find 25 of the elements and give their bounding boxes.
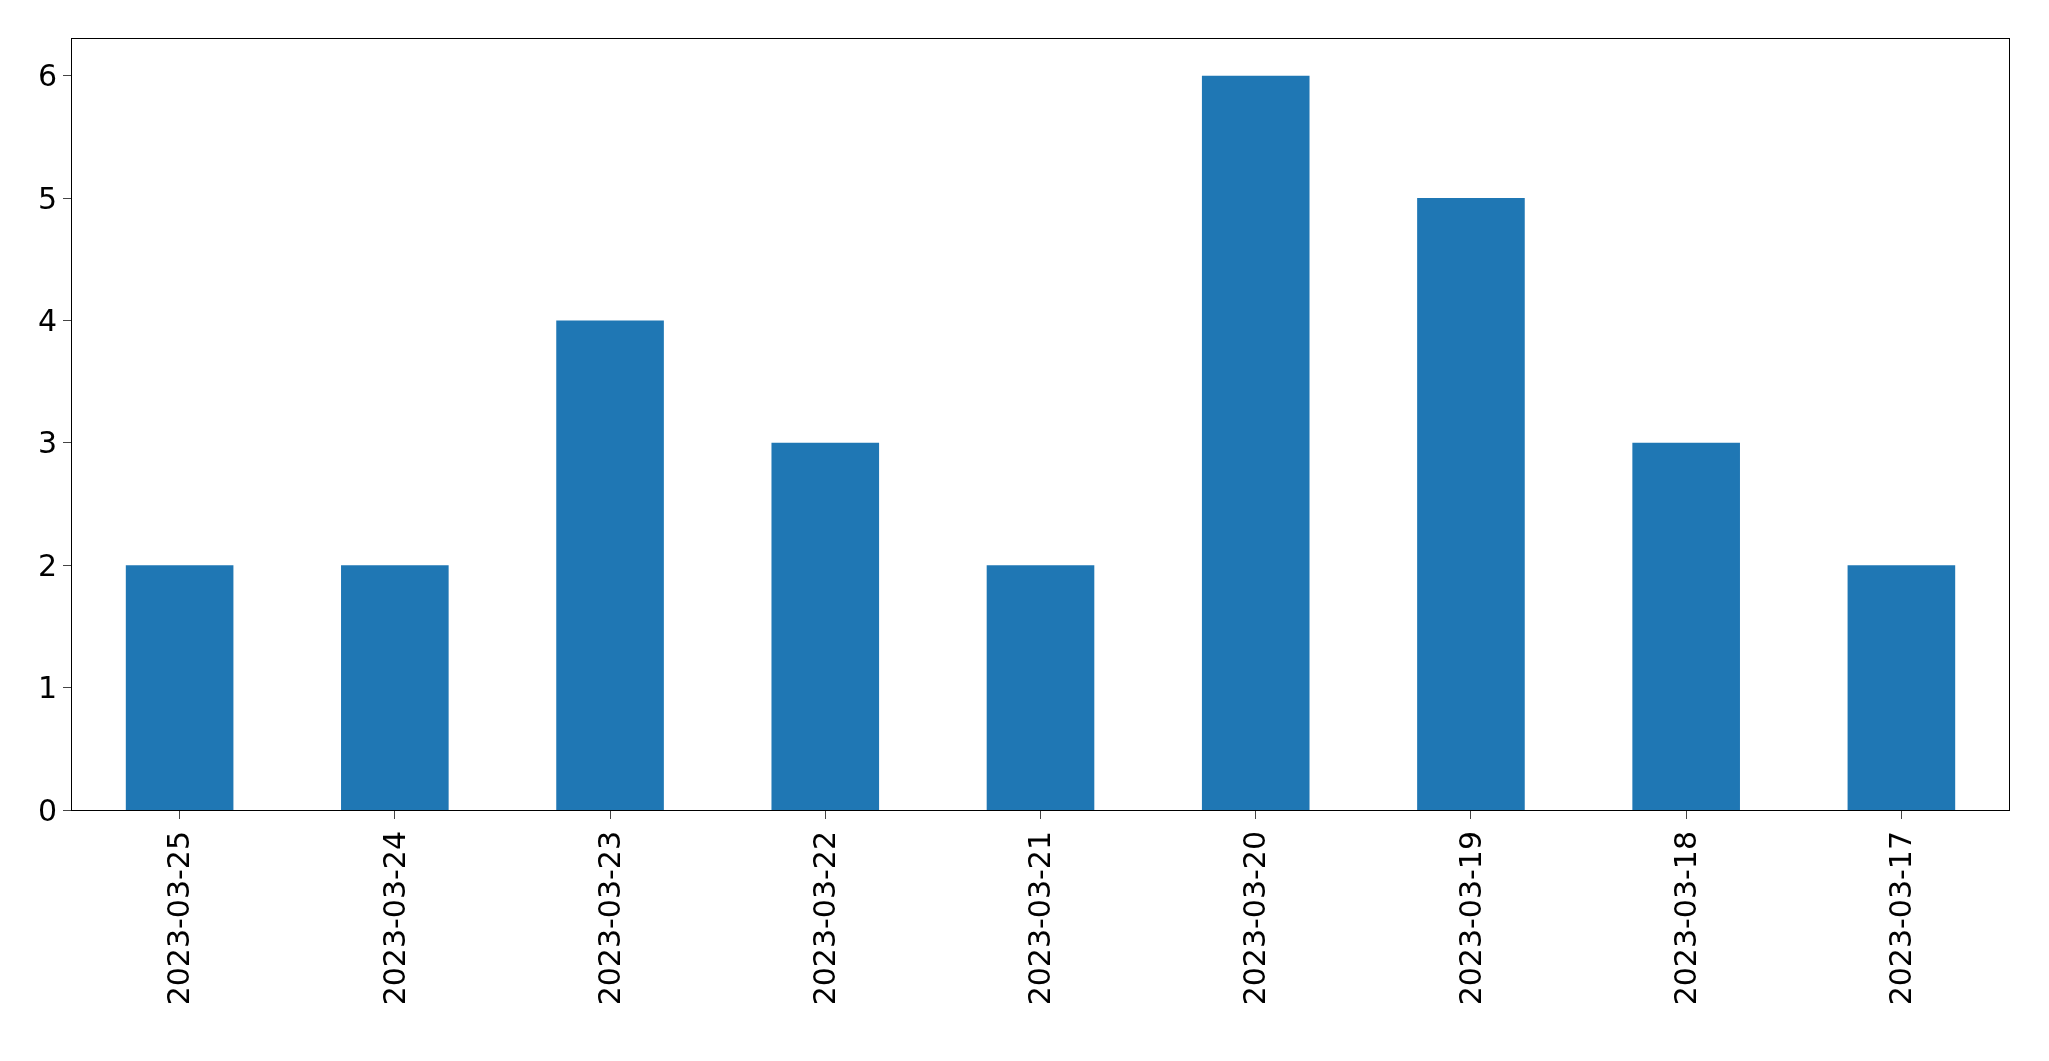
- x-tick-label: 2023-03-19: [1452, 831, 1488, 1006]
- x-tick-label: 2023-03-22: [807, 831, 843, 1006]
- y-tick-label: 5: [37, 180, 57, 216]
- y-tick-label: 6: [37, 58, 57, 94]
- y-tick-label: 0: [37, 792, 57, 828]
- x-tick-label: 2023-03-23: [591, 831, 627, 1006]
- x-tick-label: 2023-03-24: [376, 831, 412, 1006]
- bar: [556, 320, 664, 810]
- bar: [1201, 75, 1310, 810]
- bar: [341, 565, 449, 810]
- x-tick-label: 2023-03-25: [161, 831, 197, 1006]
- x-tick-label: 2023-03-18: [1667, 831, 1703, 1006]
- y-tick-label: 2: [37, 547, 57, 583]
- bar: [771, 442, 880, 810]
- y-tick-label: 3: [37, 425, 57, 461]
- bar: [1847, 565, 1956, 810]
- bar: [1632, 442, 1740, 810]
- bar: [986, 565, 1095, 810]
- y-tick-label: 1: [37, 670, 57, 706]
- x-tick-label: 2023-03-17: [1883, 831, 1919, 1006]
- bar: [1417, 198, 1525, 810]
- bar: [125, 565, 234, 810]
- x-tick-label: 2023-03-21: [1022, 831, 1058, 1006]
- x-tick-label: 2023-03-20: [1237, 831, 1273, 1006]
- y-tick-label: 4: [37, 302, 57, 338]
